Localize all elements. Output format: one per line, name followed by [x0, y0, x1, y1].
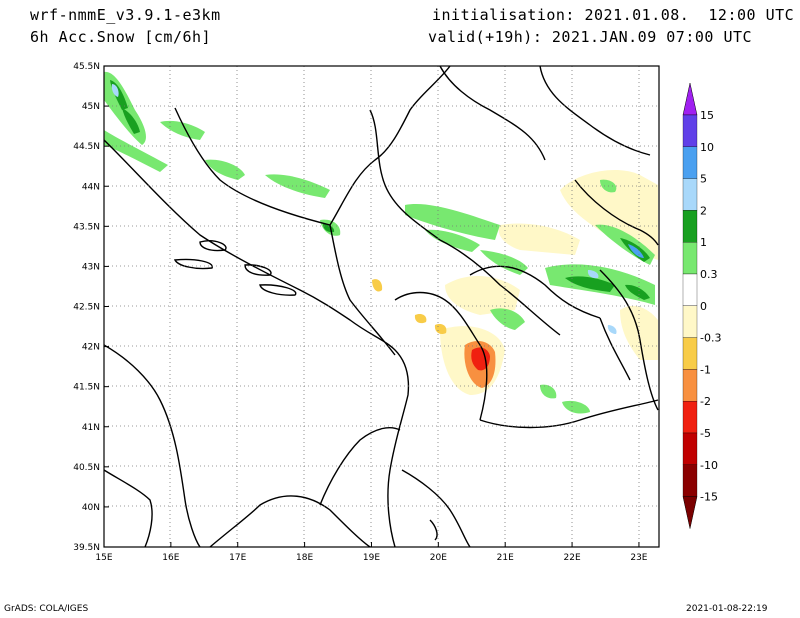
legend-label: -2: [700, 395, 711, 408]
lat-label: 43.5N: [73, 222, 100, 232]
snow-field-shading: [104, 71, 658, 414]
legend-label: 0: [700, 300, 707, 313]
legend-label: -1: [700, 363, 711, 376]
legend-label: 15: [700, 109, 714, 122]
legend-swatch: [682, 369, 698, 402]
legend-swatch: [682, 464, 698, 497]
lon-label: 23E: [630, 553, 647, 563]
legend-label: 2: [700, 204, 707, 217]
init-time: initialisation: 2021.01.08. 12:00 UTC: [432, 6, 795, 24]
legend-swatch: [682, 210, 698, 243]
lat-label: 42N: [82, 343, 100, 353]
lat-label: 41N: [82, 423, 100, 433]
lon-label: 19E: [363, 553, 380, 563]
legend-label: -15: [700, 491, 718, 504]
legend-label: 0.3: [700, 268, 718, 281]
legend-label: -10: [700, 459, 718, 472]
lat-label: 44.5N: [73, 142, 100, 152]
map-plot-area: [104, 66, 659, 547]
lat-label: 45N: [82, 102, 100, 112]
legend-swatch: [682, 401, 698, 434]
lon-label: 22E: [564, 553, 581, 563]
map-grid: [104, 66, 659, 547]
lat-label: 40.5N: [73, 463, 100, 473]
lon-label: 17E: [229, 553, 246, 563]
latitude-labels: 45.5N 45N 44.5N 44N 43.5N 43N 42.5N 42N 41.5N 41N…: [73, 62, 100, 553]
legend-label: -5: [700, 427, 711, 440]
lat-label: 43N: [82, 262, 100, 272]
color-legend: 15 10 5 2 1 0.3 0 -0.3 -1 -2 -5 -10 -15: [682, 82, 721, 529]
lat-label: 41.5N: [73, 383, 100, 393]
legend-top-arrow: [682, 82, 698, 116]
legend-swatch: [682, 273, 698, 306]
lat-label: 40N: [82, 503, 100, 513]
lon-label: 15E: [95, 553, 112, 563]
lat-label: 44N: [82, 182, 100, 192]
legend-swatch: [682, 432, 698, 465]
legend-swatch: [682, 178, 698, 211]
axis-ticks: [103, 65, 640, 548]
field-title: 6h Acc.Snow [cm/6h]: [30, 28, 212, 46]
model-title: wrf-nmmE_v3.9.1-e3km: [30, 6, 221, 24]
legend-label: 1: [700, 236, 707, 249]
legend-bottom-arrow: [682, 496, 698, 529]
legend-label: 10: [700, 141, 714, 154]
lon-label: 21E: [497, 553, 514, 563]
valid-time: valid(+19h): 2021.JAN.09 07:00 UTC: [428, 28, 753, 46]
lat-label: 39.5N: [73, 543, 100, 553]
legend-label: 5: [700, 173, 707, 186]
lat-label: 42.5N: [73, 303, 100, 313]
legend-swatch: [682, 305, 698, 338]
footer-timestamp: 2021-01-08-22:19: [686, 604, 768, 614]
coastlines-borders: [104, 66, 659, 547]
legend-swatch: [682, 337, 698, 370]
footer-software: GrADS: COLA/IGES: [4, 604, 89, 614]
legend-label: -0.3: [700, 332, 721, 345]
legend-swatch: [682, 242, 698, 275]
lon-label: 18E: [296, 553, 313, 563]
legend-swatch: [682, 146, 698, 179]
longitude-labels: 15E 16E 17E 18E 19E 20E 21E 22E 23E: [95, 553, 647, 563]
lat-label: 45.5N: [73, 62, 100, 72]
legend-swatch: [682, 114, 698, 147]
lon-label: 20E: [430, 553, 447, 563]
lon-label: 16E: [162, 553, 179, 563]
